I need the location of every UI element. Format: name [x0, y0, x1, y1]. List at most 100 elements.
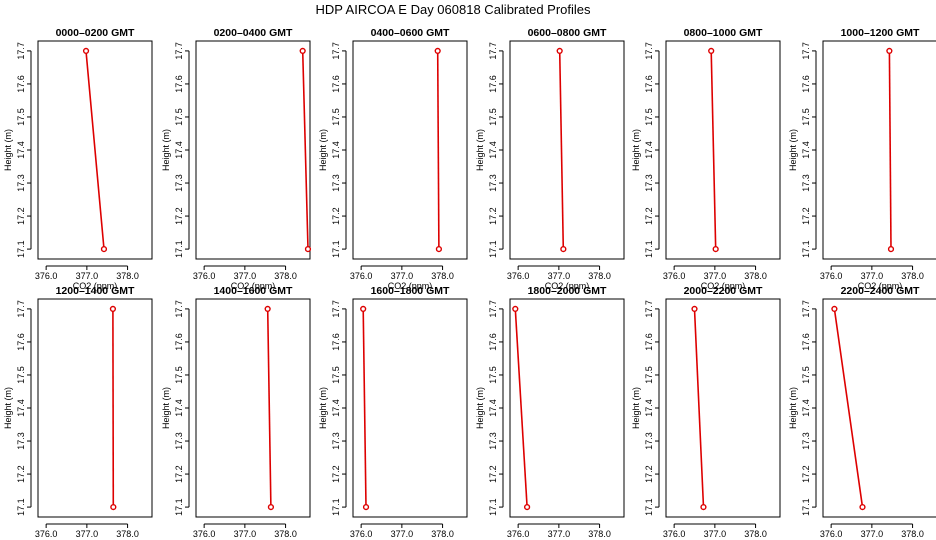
panel-title: 0800–1000 GMT [684, 27, 763, 39]
y-tick-label: 17.6 [331, 75, 341, 93]
panel-title: 0000–0200 GMT [56, 27, 135, 39]
x-tick-label: 378.0 [274, 271, 297, 281]
y-axis-label: Height (m) [788, 387, 798, 429]
panel-title: 1800–2000 GMT [528, 285, 607, 297]
data-point [267, 503, 275, 511]
y-tick-label: 17.3 [331, 174, 341, 192]
y-tick-label: 17.5 [331, 366, 341, 384]
y-axis-label: Height (m) [788, 129, 798, 171]
x-axis-label: CO2 (ppm) [388, 281, 433, 291]
y-axis-label: Height (m) [475, 387, 485, 429]
series-line [710, 50, 717, 250]
x-tick-label: 378.0 [588, 271, 611, 281]
x-tick-label: 376.0 [350, 529, 373, 539]
data-point [434, 47, 441, 55]
x-tick-label: 376.0 [663, 529, 686, 539]
y-tick-label: 17.1 [488, 498, 498, 516]
y-tick-label: 17.7 [16, 42, 26, 60]
panel-title: 2200–2400 GMT [841, 285, 920, 297]
y-tick-label: 17.7 [644, 300, 654, 318]
data-point [109, 305, 117, 313]
data-point [82, 47, 90, 55]
y-tick-label: 17.5 [174, 108, 184, 126]
y-tick-label: 17.4 [331, 141, 341, 159]
y-tick-label: 17.4 [488, 399, 498, 417]
y-tick-label: 17.1 [331, 498, 341, 516]
y-tick-label: 17.3 [331, 432, 341, 450]
plot-frame [352, 40, 468, 260]
x-tick-label: 376.0 [820, 529, 843, 539]
x-tick-label: 377.0 [234, 529, 257, 539]
y-tick-label: 17.1 [16, 240, 26, 258]
y-tick-label: 17.5 [488, 366, 498, 384]
series-line [85, 50, 105, 250]
data-point [560, 245, 567, 253]
y-tick-label: 17.3 [488, 174, 498, 192]
data-point [362, 503, 370, 511]
y-tick-label: 17.5 [801, 108, 811, 126]
x-tick-label: 376.0 [663, 271, 686, 281]
y-tick-label: 17.6 [16, 333, 26, 351]
y-tick-label: 17.6 [331, 333, 341, 351]
x-tick-label: 377.0 [391, 271, 414, 281]
panel-title: 2000–2200 GMT [684, 285, 763, 297]
y-tick-label: 17.6 [16, 75, 26, 93]
y-tick-label: 17.4 [488, 141, 498, 159]
data-point [299, 47, 306, 55]
x-tick-label: 377.0 [861, 529, 884, 539]
series-line [833, 308, 864, 508]
y-tick-label: 17.3 [16, 174, 26, 192]
y-tick-label: 17.5 [644, 366, 654, 384]
x-tick-label: 376.0 [350, 271, 373, 281]
x-tick-label: 377.0 [76, 529, 99, 539]
data-point [523, 503, 531, 511]
x-tick-label: 378.0 [901, 529, 924, 539]
y-axis-label: Height (m) [161, 129, 171, 171]
data-point [264, 305, 271, 313]
series-line [301, 50, 309, 250]
data-point [712, 245, 719, 253]
y-tick-label: 17.4 [801, 399, 811, 417]
y-tick-label: 17.5 [174, 366, 184, 384]
plot-frame [509, 298, 625, 518]
plot-frame [352, 298, 468, 518]
x-tick-label: 376.0 [193, 529, 216, 539]
y-tick-label: 17.1 [488, 240, 498, 258]
series-line [362, 308, 367, 508]
y-tick-label: 17.3 [174, 432, 184, 450]
y-tick-label: 17.4 [16, 399, 26, 417]
panel-title: 0600–0800 GMT [528, 27, 607, 39]
x-tick-label: 377.0 [548, 529, 571, 539]
y-tick-label: 17.7 [16, 300, 26, 318]
plot-frame [37, 298, 153, 518]
y-tick-label: 17.5 [16, 366, 26, 384]
y-tick-label: 17.6 [174, 333, 184, 351]
y-tick-label: 17.7 [801, 42, 811, 60]
plot-frame [195, 298, 311, 518]
y-tick-label: 17.7 [488, 42, 498, 60]
y-tick-label: 17.1 [801, 498, 811, 516]
y-tick-label: 17.7 [174, 42, 184, 60]
x-tick-label: 378.0 [744, 271, 767, 281]
x-tick-label: 378.0 [116, 271, 139, 281]
panel-title: 1000–1200 GMT [841, 27, 920, 39]
x-tick-label: 376.0 [35, 271, 58, 281]
data-point [859, 503, 866, 511]
y-axis-label: Height (m) [631, 129, 641, 171]
y-tick-label: 17.2 [801, 465, 811, 483]
y-tick-label: 17.5 [801, 366, 811, 384]
x-axis-label: CO2 (ppm) [701, 281, 746, 291]
y-tick-label: 17.2 [644, 207, 654, 225]
x-tick-label: 376.0 [35, 529, 58, 539]
series-line [693, 308, 705, 508]
x-axis-label: CO2 (ppm) [231, 281, 276, 291]
figure-title: HDP AIRCOA E Day 060818 Calibrated Profi… [315, 2, 591, 17]
y-tick-label: 17.4 [644, 141, 654, 159]
y-tick-label: 17.6 [174, 75, 184, 93]
y-tick-label: 17.6 [801, 333, 811, 351]
y-tick-label: 17.6 [801, 75, 811, 93]
data-point [435, 245, 443, 253]
